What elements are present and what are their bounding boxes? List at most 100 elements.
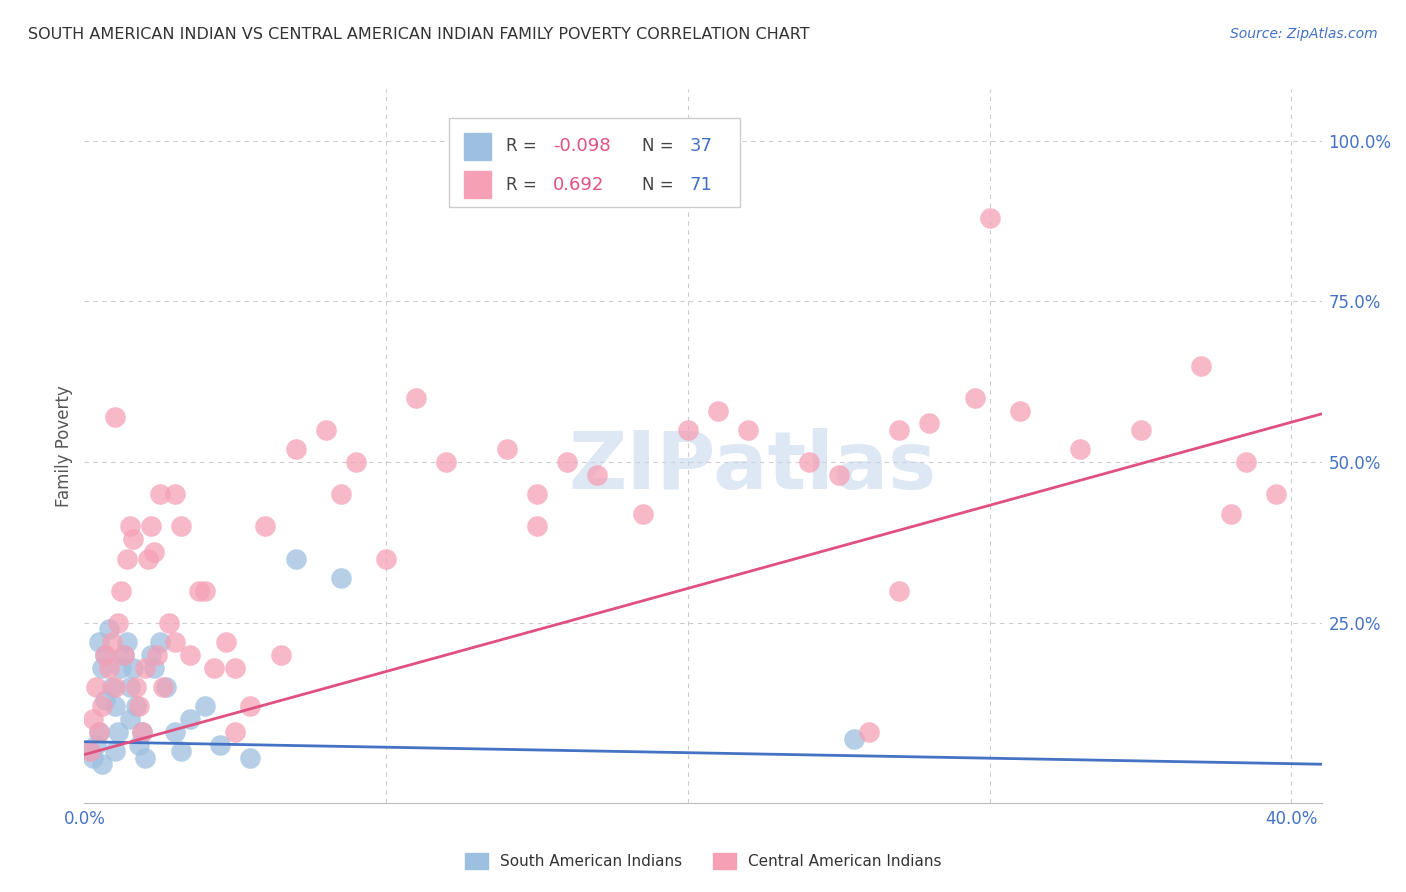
Point [115, 551, 138, 566]
Bar [464, 133, 492, 160]
Point [963, 391, 986, 405]
Point [149, 487, 172, 501]
Point [131, 725, 153, 739]
FancyBboxPatch shape [450, 118, 740, 207]
Point [858, 725, 880, 739]
Point [224, 725, 246, 739]
Text: ZIPatlas: ZIPatlas [568, 428, 936, 507]
Point [103, 410, 125, 425]
Point [91, 699, 114, 714]
Point [131, 725, 153, 739]
Point [152, 680, 174, 694]
Point [94, 648, 117, 662]
Point [121, 533, 143, 547]
Point [91, 661, 114, 675]
Point [179, 648, 201, 662]
Point [146, 648, 169, 662]
Point [495, 442, 517, 457]
Point [97, 661, 120, 675]
Point [918, 417, 941, 431]
Point [100, 680, 122, 694]
Point [134, 751, 156, 765]
Text: N =: N = [643, 176, 679, 194]
Text: -0.098: -0.098 [554, 137, 612, 155]
Point [155, 680, 177, 694]
Text: 37: 37 [689, 137, 713, 155]
Point [842, 731, 865, 746]
Point [1234, 455, 1257, 469]
Point [737, 423, 759, 437]
Point [107, 725, 129, 739]
Point [128, 699, 150, 714]
Text: Source: ZipAtlas.com: Source: ZipAtlas.com [1230, 27, 1378, 41]
Point [112, 648, 135, 662]
Point [103, 699, 125, 714]
Point [284, 442, 307, 457]
Point [89, 635, 111, 649]
Point [797, 455, 820, 469]
Point [375, 551, 398, 566]
Point [215, 635, 238, 649]
Bar [464, 171, 492, 198]
Point [329, 487, 352, 501]
Point [239, 751, 262, 765]
Point [979, 211, 1001, 225]
Point [163, 635, 186, 649]
Point [188, 583, 211, 598]
Point [139, 519, 162, 533]
Text: 71: 71 [689, 176, 713, 194]
Point [110, 583, 132, 598]
Point [209, 738, 232, 752]
Point [170, 744, 193, 758]
Point [110, 661, 132, 675]
Point [103, 680, 125, 694]
Point [128, 738, 150, 752]
Point [329, 571, 352, 585]
Point [526, 519, 548, 533]
Point [239, 699, 262, 714]
Text: SOUTH AMERICAN INDIAN VS CENTRAL AMERICAN INDIAN FAMILY POVERTY CORRELATION CHAR: SOUTH AMERICAN INDIAN VS CENTRAL AMERICA… [28, 27, 810, 42]
Point [86, 738, 108, 752]
Point [194, 699, 217, 714]
Point [889, 583, 911, 598]
Point [224, 661, 246, 675]
Point [89, 725, 111, 739]
Point [179, 712, 201, 726]
Point [157, 615, 180, 630]
Point [118, 680, 141, 694]
Point [142, 545, 165, 559]
Point [555, 455, 578, 469]
Point [1129, 423, 1152, 437]
Y-axis label: Family Poverty: Family Poverty [55, 385, 73, 507]
Point [344, 455, 367, 469]
Point [121, 661, 143, 675]
Text: R =: R = [506, 176, 547, 194]
Point [436, 455, 458, 469]
Point [134, 661, 156, 675]
Point [89, 725, 111, 739]
Point [118, 519, 141, 533]
Point [202, 661, 225, 675]
Point [149, 635, 172, 649]
Point [103, 744, 125, 758]
Point [139, 648, 162, 662]
Point [163, 725, 186, 739]
Point [194, 583, 217, 598]
Point [405, 391, 427, 405]
Point [124, 680, 146, 694]
Point [86, 680, 108, 694]
Point [107, 615, 129, 630]
Text: 0.692: 0.692 [554, 176, 605, 194]
Point [94, 693, 117, 707]
Point [1189, 359, 1212, 373]
Point [828, 467, 851, 482]
Point [315, 423, 337, 437]
Point [1220, 507, 1243, 521]
Point [136, 551, 159, 566]
Point [115, 635, 138, 649]
Point [118, 712, 141, 726]
Point [586, 467, 609, 482]
Point [79, 744, 101, 758]
Point [1265, 487, 1288, 501]
Point [676, 423, 699, 437]
